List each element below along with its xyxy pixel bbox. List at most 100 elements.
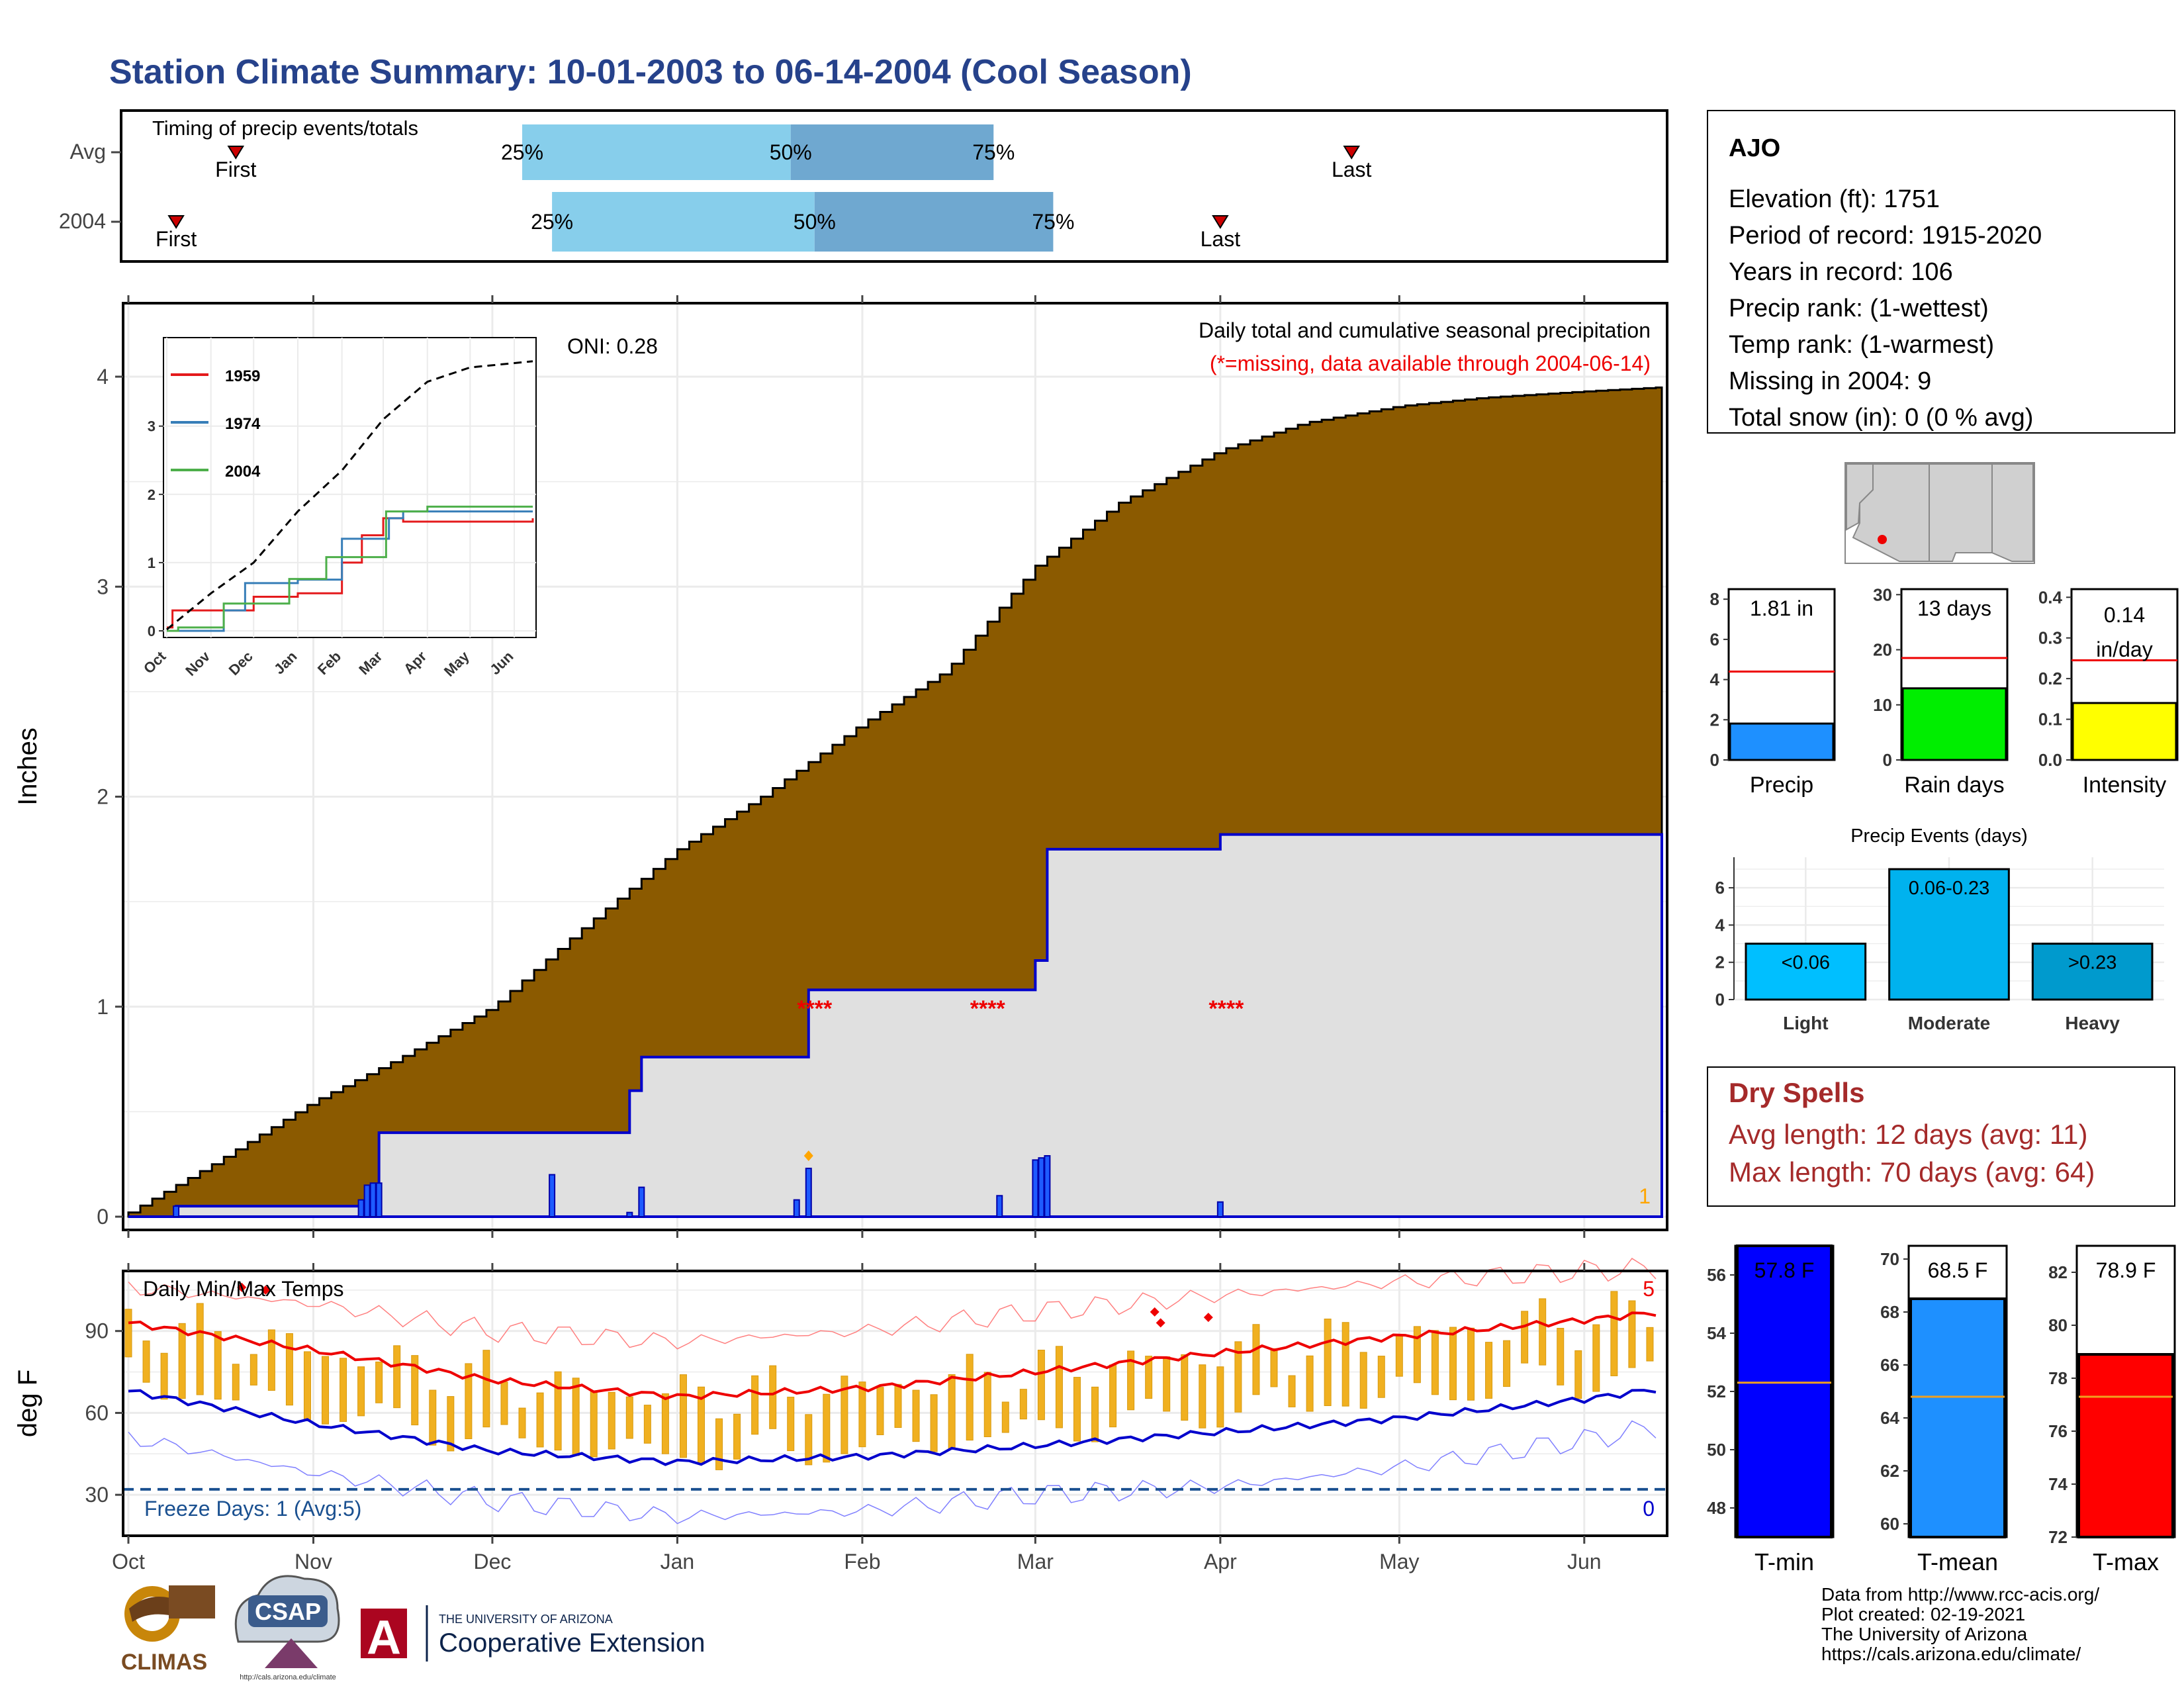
daily-temp-bar xyxy=(1359,1352,1367,1409)
avg-p25-label: 25% xyxy=(501,140,543,164)
temp-bar-ytick-label: 56 xyxy=(1707,1265,1726,1285)
avg-max-line xyxy=(128,1311,1657,1401)
daily-temp-bar xyxy=(590,1391,598,1458)
record-high-marker xyxy=(1150,1307,1160,1317)
daily-temp-bar xyxy=(894,1383,902,1428)
temp-bar-value xyxy=(1909,1297,2006,1538)
csap-logo: CSAP http://cals.arizona.edu/climate xyxy=(234,1575,340,1681)
avg-q1-q2-bar xyxy=(522,124,791,180)
daily-precip-bar xyxy=(638,1186,645,1217)
y2004-first-label: First xyxy=(156,227,197,251)
daily-temp-bar xyxy=(1001,1401,1009,1433)
small-bar-value xyxy=(1901,687,2007,761)
daily-precip-bars xyxy=(173,1150,1224,1218)
temp-bar-ytick-label: 52 xyxy=(1707,1382,1726,1401)
daily-temp-bar xyxy=(1306,1355,1314,1412)
y2004-q1-q2-bar xyxy=(552,192,815,252)
inset-ytick-label: 2 xyxy=(148,487,156,503)
temp-bar-value xyxy=(1736,1244,1833,1538)
daily-temp-bar xyxy=(930,1394,938,1452)
temp-summary-bars: 48 50 52 54 56 60 62 64 66 68 70 72 74 76 78 80 82 xyxy=(1707,1244,2176,1547)
daily-temp-bar xyxy=(1019,1389,1027,1420)
missing-markers: **** **** **** xyxy=(797,996,1244,1021)
daily-temp-bar xyxy=(1181,1354,1189,1421)
precip-bar-label: Precip xyxy=(1750,773,1813,798)
daily-temp-bar xyxy=(250,1354,257,1385)
events-ytick-label: 0 xyxy=(1715,990,1725,1009)
small-bar-value xyxy=(2071,702,2177,761)
footer-line-4: https://cals.arizona.edu/climate/ xyxy=(1821,1644,2081,1664)
map-texas xyxy=(1991,463,2034,562)
daily-temp-bar xyxy=(1539,1298,1547,1366)
temp-bar-ytick-label: 82 xyxy=(2048,1262,2068,1282)
daily-temp-bar xyxy=(429,1389,437,1446)
daily-temp-bar xyxy=(1270,1348,1278,1387)
small-bar-ytick-label: 4 xyxy=(1710,670,1720,690)
inset-line-1974 xyxy=(167,510,533,632)
daily-temp-bar xyxy=(1467,1327,1475,1401)
dry-spells-max: Max length: 70 days (avg: 64) xyxy=(1729,1156,2095,1188)
daily-temp-bar xyxy=(232,1364,240,1401)
csap-wordmark: CSAP xyxy=(255,1598,321,1625)
csap-badge xyxy=(248,1595,328,1627)
record-high-marker xyxy=(1203,1313,1213,1323)
daily-temp-bar xyxy=(1091,1386,1099,1442)
event-moderate-label: Moderate xyxy=(1908,1013,1990,1033)
daily-temp-bar xyxy=(1521,1311,1529,1364)
daily-temp-bar xyxy=(500,1382,508,1425)
small-bar-ytick-label: 0.4 xyxy=(2038,587,2063,607)
station-location-dot xyxy=(1878,535,1887,544)
temp-bar-ytick-label: 48 xyxy=(1707,1498,1726,1518)
daily-temp-bar xyxy=(1646,1327,1654,1362)
timing-row-2004: 2004 xyxy=(59,209,106,233)
temp-bottom-count: 0 xyxy=(1643,1497,1655,1521)
timing-row-avg: Avg xyxy=(69,140,106,164)
record-high-marker xyxy=(1156,1318,1165,1328)
daily-temp-bar xyxy=(1342,1322,1349,1407)
temp-bar-ytick-label: 74 xyxy=(2048,1474,2068,1494)
daily-temp-bar xyxy=(357,1366,365,1417)
daily-temp-bar xyxy=(1109,1364,1117,1428)
daily-temp-bar xyxy=(572,1378,580,1456)
legend-1959: 1959 xyxy=(225,367,260,385)
station-frame xyxy=(1707,110,2175,434)
temp-bar-ytick-label: 76 xyxy=(2048,1421,2068,1441)
temp-top-count: 5 xyxy=(1643,1277,1655,1301)
precip-total-value: 1.81 in xyxy=(1750,596,1813,620)
ua-small-text: THE UNIVERSITY OF ARIZONA xyxy=(439,1613,613,1626)
legend-2004: 2004 xyxy=(225,463,261,481)
daily-precip-bar xyxy=(363,1184,371,1218)
daily-temp-bar xyxy=(1163,1356,1171,1412)
precip-heading: Daily total and cumulative seasonal prec… xyxy=(1199,318,1651,342)
daily-temp-bar xyxy=(948,1374,956,1450)
event-bar xyxy=(2031,943,2154,1001)
y2004-q2-q3-bar xyxy=(814,192,1054,252)
missing-note: (*=missing, data available through 2004-… xyxy=(1210,352,1651,375)
daily-temp-bar xyxy=(340,1358,347,1422)
temp-xtick-label: Mar xyxy=(1017,1550,1054,1573)
daily-temp-bar xyxy=(1574,1350,1582,1399)
arizona-locator-map xyxy=(1844,462,2035,564)
avg-p75-label: 75% xyxy=(972,140,1015,164)
small-bar-ytick-label: 8 xyxy=(1710,589,1719,609)
avg-min-line xyxy=(128,1389,1657,1466)
y2004-p50-label: 50% xyxy=(794,210,836,234)
daily-temp-bar xyxy=(1377,1356,1385,1398)
temp-ytick-label: 30 xyxy=(85,1483,109,1507)
daily-temp-bar xyxy=(1324,1319,1332,1407)
daily-precip-bar xyxy=(1032,1159,1039,1218)
temp-heading: Daily Min/Max Temps xyxy=(143,1277,343,1301)
rain-days-bar-label: Rain days xyxy=(1904,773,2004,798)
small-bar-ytick-label: 0.2 xyxy=(2038,669,2062,688)
temp-xtick-label: Jan xyxy=(660,1550,695,1573)
events-ytick-label: 4 xyxy=(1715,915,1725,935)
event-bar xyxy=(1888,868,2010,1001)
temp-bar-ytick-label: 80 xyxy=(2048,1315,2068,1335)
dry-spells-title: Dry Spells xyxy=(1729,1077,1864,1108)
timing-marks xyxy=(167,146,1360,229)
dry-spells-frame xyxy=(1707,1066,2175,1207)
temp-axes: 30 60 90 Oct Nov Dec Jan Feb Mar Apr May Jun xyxy=(85,1263,1602,1573)
climas-wordmark: CLIMAS xyxy=(121,1650,207,1675)
event-heavy-range: >0.23 xyxy=(2068,953,2116,974)
